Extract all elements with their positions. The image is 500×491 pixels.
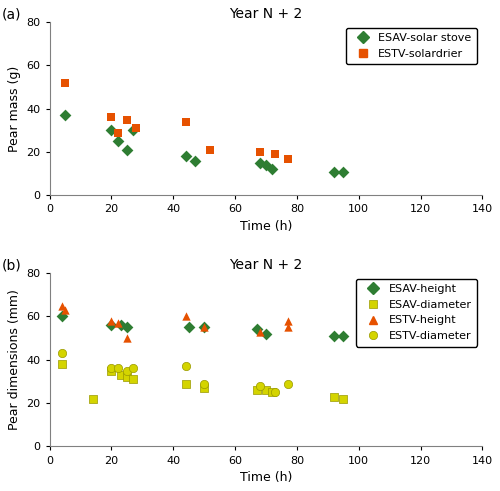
Point [123, 373, 131, 381]
Point [200, 380, 208, 387]
X-axis label: Time (h): Time (h) [240, 220, 292, 233]
Title: Year N + 2: Year N + 2 [230, 7, 302, 21]
Point [58, 360, 66, 368]
Point [272, 150, 280, 158]
Point [200, 324, 208, 331]
Point [268, 388, 276, 396]
Point [184, 324, 192, 331]
Point [256, 327, 264, 335]
Point [340, 332, 347, 340]
Point [262, 330, 270, 338]
Point [132, 124, 140, 132]
Point [61, 306, 69, 314]
Point [284, 155, 292, 163]
Text: (a): (a) [2, 8, 21, 22]
Point [330, 393, 338, 401]
Point [191, 157, 199, 164]
Point [114, 319, 122, 327]
Point [114, 129, 122, 136]
Point [253, 386, 261, 394]
Point [330, 332, 338, 340]
Point [108, 367, 116, 375]
Legend: ESAV-height, ESAV-diameter, ESTV-height, ESTV-diameter: ESAV-height, ESAV-diameter, ESTV-height,… [356, 279, 477, 347]
Point [129, 376, 137, 383]
Point [182, 380, 190, 387]
Point [182, 118, 190, 126]
Point [206, 146, 214, 154]
Point [108, 321, 116, 329]
Point [284, 317, 292, 325]
Point [284, 155, 292, 163]
Point [116, 321, 124, 329]
Title: Year N + 2: Year N + 2 [230, 258, 302, 272]
Point [182, 362, 190, 370]
Point [200, 384, 208, 392]
Point [330, 167, 338, 175]
Point [123, 146, 131, 154]
Point [256, 159, 264, 167]
Point [114, 137, 122, 145]
Point [284, 324, 292, 331]
Point [268, 165, 276, 173]
Point [108, 113, 116, 121]
Point [256, 148, 264, 156]
Point [116, 371, 124, 379]
Point [129, 364, 137, 372]
Point [58, 313, 66, 321]
Y-axis label: Pear dimensions (mm): Pear dimensions (mm) [8, 289, 21, 430]
Point [123, 324, 131, 331]
Point [114, 364, 122, 372]
Point [123, 334, 131, 342]
X-axis label: Time (h): Time (h) [240, 471, 292, 484]
Point [284, 380, 292, 387]
Point [108, 364, 116, 372]
Point [253, 326, 261, 333]
Point [129, 127, 137, 135]
Point [340, 395, 347, 403]
Text: (b): (b) [2, 259, 21, 273]
Point [61, 79, 69, 87]
Point [256, 382, 264, 390]
Point [182, 313, 190, 321]
Point [58, 350, 66, 357]
Point [200, 324, 208, 331]
Point [58, 302, 66, 310]
Point [272, 388, 280, 396]
Point [182, 153, 190, 161]
Point [108, 127, 116, 135]
Point [89, 395, 97, 403]
Point [61, 111, 69, 119]
Point [108, 317, 116, 325]
Point [123, 367, 131, 375]
Y-axis label: Pear mass (g): Pear mass (g) [8, 66, 21, 152]
Point [123, 116, 131, 124]
Point [262, 161, 270, 169]
Point [262, 386, 270, 394]
Legend: ESAV-solar stove, ESTV-solardrier: ESAV-solar stove, ESTV-solardrier [346, 27, 477, 64]
Point [340, 167, 347, 175]
